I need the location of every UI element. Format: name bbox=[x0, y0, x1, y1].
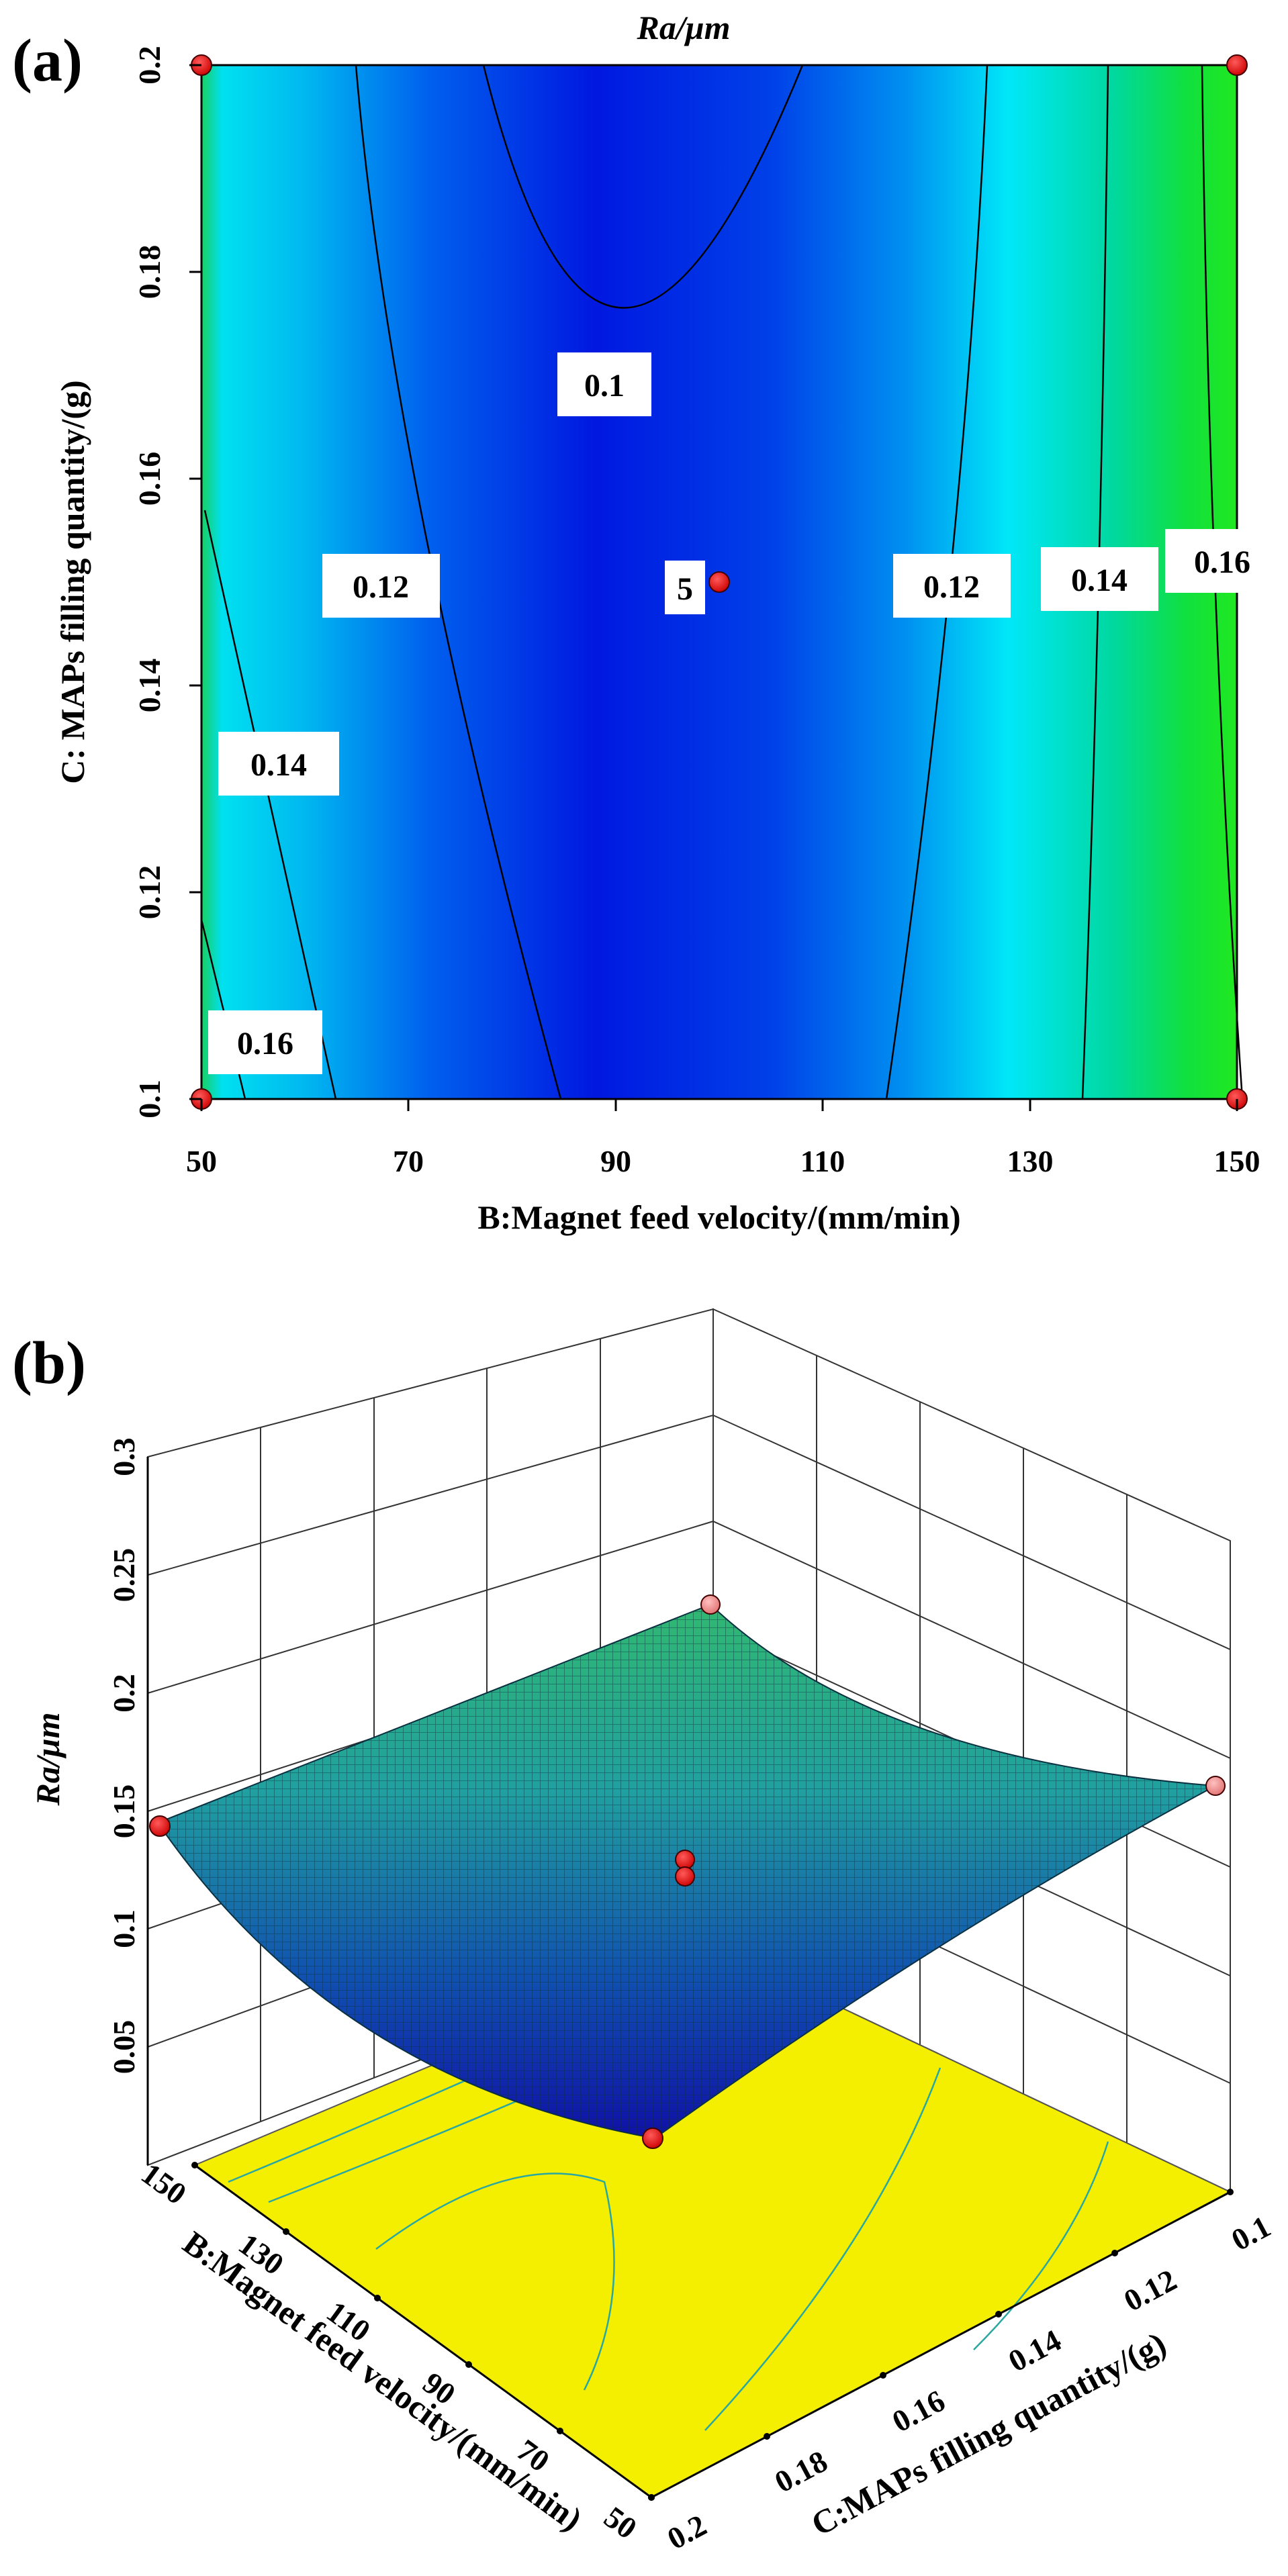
design-point bbox=[642, 2128, 663, 2149]
contour-line-0.16-right bbox=[1201, 64, 1244, 1100]
y-tick-label: 0.18 bbox=[132, 245, 167, 299]
center-design-point bbox=[708, 571, 730, 593]
y-axis-a: 0.1 0.12 0.14 0.16 0.18 0.2 C: MAPs fill… bbox=[54, 46, 201, 1118]
panel-a-title: Ra/μm bbox=[637, 9, 731, 46]
x-axis-title: B:Magnet feed velocity/(mm/min) bbox=[477, 1198, 960, 1236]
panel-a: (a) Ra/μm 0.1 0.12 0.12 0.14 0.14 0 bbox=[12, 9, 1279, 1236]
x-tick-label: 70 bbox=[393, 1144, 424, 1178]
b-tick-label: 150 bbox=[135, 2156, 193, 2211]
contour-label: 0.16 bbox=[237, 1026, 293, 1061]
center-design-point bbox=[675, 1866, 695, 1887]
x-tick-label: 130 bbox=[1007, 1144, 1054, 1178]
y-tick-label: 0.2 bbox=[132, 46, 167, 85]
x-tick-label: 150 bbox=[1214, 1144, 1260, 1178]
panel-b-label: (b) bbox=[12, 1330, 86, 1396]
design-point bbox=[700, 1594, 721, 1615]
contour-label-boxes bbox=[208, 352, 1279, 1074]
y-tick-label: 0.12 bbox=[132, 865, 167, 920]
center-point-label: 5 bbox=[677, 571, 693, 607]
center-label-box bbox=[665, 561, 705, 614]
x-tick-label: 50 bbox=[186, 1144, 217, 1178]
contour-label: 0.14 bbox=[250, 747, 307, 783]
contour-line-0.12-left bbox=[355, 64, 562, 1100]
contour-label: 0.14 bbox=[1071, 563, 1128, 598]
design-point bbox=[1205, 1776, 1226, 1796]
design-point bbox=[1226, 54, 1248, 76]
z-tick-label: 0.1 bbox=[107, 1909, 141, 1948]
c-tick-label: 0.18 bbox=[769, 2444, 833, 2499]
z-tick-label: 0.15 bbox=[107, 1784, 141, 1839]
b-tick-label: 50 bbox=[598, 2499, 643, 2545]
panel-b: (b) bbox=[12, 1308, 1276, 2556]
c-tick-label: 0.16 bbox=[886, 2383, 950, 2439]
design-point bbox=[149, 1815, 171, 1837]
c-tick-label: 0.1 bbox=[1226, 2209, 1276, 2257]
design-points-a bbox=[191, 54, 1248, 1110]
c-tick-label: 0.14 bbox=[1003, 2323, 1066, 2379]
x-axis-a: 50 70 90 110 130 150 B:Magnet feed veloc… bbox=[186, 1099, 1260, 1236]
y-tick-label: 0.16 bbox=[132, 452, 167, 506]
z-tick-label: 0.3 bbox=[107, 1437, 141, 1476]
contour-line-0.1 bbox=[482, 64, 804, 309]
y-axis-title: C: MAPs filling quantity/(g) bbox=[54, 380, 91, 783]
contour-label: 0.16 bbox=[1194, 544, 1250, 580]
contour-label: 0.12 bbox=[923, 569, 980, 605]
c-tick-label: 0.12 bbox=[1118, 2262, 1182, 2318]
y-tick-label: 0.1 bbox=[132, 1080, 167, 1118]
z-axis-title: Ra/μm bbox=[29, 1713, 66, 1807]
contour-line-0.14-left bbox=[203, 510, 337, 1100]
contour-label: 0.1 bbox=[584, 368, 625, 403]
z-tick-label: 0.25 bbox=[107, 1548, 141, 1603]
x-tick-label: 90 bbox=[600, 1144, 631, 1178]
y-tick-label: 0.14 bbox=[132, 659, 167, 713]
z-tick-label: 0.05 bbox=[107, 2020, 141, 2074]
design-points-b bbox=[149, 1594, 1226, 2149]
z-tick-label: 0.2 bbox=[107, 1674, 141, 1713]
c-tick-label: 0.2 bbox=[661, 2508, 712, 2556]
x-tick-label: 110 bbox=[800, 1144, 845, 1178]
panel-a-label: (a) bbox=[12, 28, 83, 94]
z-axis-b: 0.05 0.1 0.15 0.2 0.25 0.3 Ra/μm bbox=[29, 1437, 149, 2165]
center-design-point bbox=[675, 1850, 695, 1870]
contour-label: 0.12 bbox=[353, 569, 409, 605]
